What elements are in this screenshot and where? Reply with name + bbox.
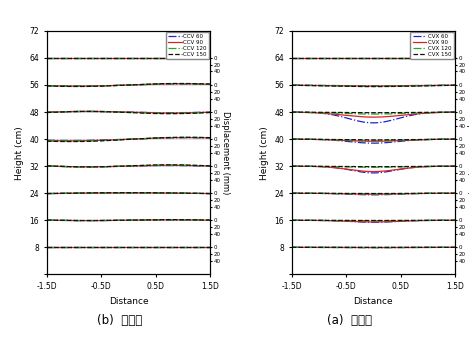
X-axis label: Distance: Distance <box>354 297 393 306</box>
Y-axis label: Height (cm): Height (cm) <box>15 126 24 179</box>
Y-axis label: Height (cm): Height (cm) <box>260 126 269 179</box>
Text: (a)  불록형: (a) 불록형 <box>327 314 372 327</box>
Y-axis label: Displacement (mm): Displacement (mm) <box>466 111 469 194</box>
Legend: CCV 60, CCV 90, CCV 120, CCV 150: CCV 60, CCV 90, CCV 120, CCV 150 <box>166 32 209 59</box>
Y-axis label: Displacement (mm): Displacement (mm) <box>221 111 230 194</box>
Text: (b)  오목형: (b) 오목형 <box>97 314 142 327</box>
X-axis label: Distance: Distance <box>109 297 148 306</box>
Legend: CVX 60, CVX 90, CVX 120, CVX 150: CVX 60, CVX 90, CVX 120, CVX 150 <box>410 32 454 59</box>
